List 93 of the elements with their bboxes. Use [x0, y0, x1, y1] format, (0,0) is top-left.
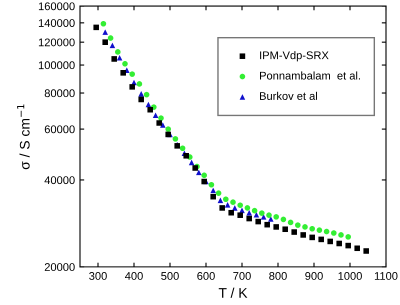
- point: [316, 227, 322, 233]
- y-tick-label: 120000: [38, 38, 75, 46]
- point: [354, 245, 360, 252]
- point: [264, 222, 270, 228]
- point: [327, 238, 333, 244]
- point: [232, 205, 238, 211]
- point: [266, 212, 272, 218]
- point: [160, 122, 166, 128]
- x-tick-label: 800: [269, 272, 287, 280]
- point: [129, 71, 135, 77]
- point: [338, 232, 344, 238]
- point: [144, 92, 150, 98]
- point: [309, 234, 315, 240]
- point: [300, 232, 306, 238]
- x-tick-label: 400: [124, 272, 143, 280]
- point: [324, 228, 330, 234]
- x-axis-title: T / K: [218, 288, 248, 298]
- point: [295, 222, 301, 228]
- point: [336, 240, 342, 246]
- point: [102, 29, 108, 35]
- point: [136, 81, 142, 87]
- point: [129, 84, 135, 90]
- point: [237, 202, 243, 208]
- x-tick-label: 700: [233, 272, 251, 280]
- point: [138, 91, 144, 97]
- point: [273, 214, 279, 220]
- legend-label: Burkov et al: [260, 92, 318, 100]
- point: [152, 112, 158, 118]
- point: [252, 208, 258, 214]
- point: [224, 202, 230, 208]
- point: [102, 39, 108, 45]
- point: [280, 216, 286, 222]
- point: [254, 212, 260, 218]
- point: [273, 224, 279, 230]
- y-tick-label: 160000: [38, 2, 75, 10]
- point: [172, 136, 178, 142]
- y-tick-label: 40000: [44, 176, 75, 184]
- point: [216, 190, 222, 196]
- point: [100, 20, 106, 27]
- point: [122, 61, 128, 67]
- point: [244, 205, 250, 211]
- point: [208, 182, 214, 188]
- point: [210, 194, 216, 200]
- point: [282, 226, 288, 232]
- point: [318, 236, 324, 242]
- y-tick-label: 60000: [44, 125, 75, 134]
- point: [180, 145, 186, 152]
- point: [309, 226, 315, 232]
- point: [201, 172, 207, 178]
- point: [246, 210, 252, 216]
- y-tick-label: 80000: [44, 89, 75, 98]
- point: [288, 220, 294, 226]
- point: [237, 212, 243, 218]
- point: [259, 210, 265, 216]
- point: [146, 102, 152, 108]
- point: [111, 56, 117, 62]
- point: [183, 153, 189, 159]
- point: [345, 234, 351, 240]
- point: [331, 230, 337, 236]
- legend-label: IPM-Vdp-SRX: [260, 51, 329, 62]
- point: [210, 188, 216, 194]
- point: [246, 216, 252, 222]
- x-tick-label: 300: [89, 272, 107, 280]
- point: [268, 216, 274, 222]
- point: [115, 49, 121, 55]
- point: [223, 196, 229, 202]
- point: [228, 210, 234, 216]
- legend-label: Ponnambalam et al.: [260, 71, 360, 80]
- point: [363, 248, 369, 254]
- x-tick-label: 900: [305, 272, 323, 280]
- point: [138, 96, 144, 102]
- point: [108, 35, 114, 41]
- point: [196, 170, 202, 176]
- point: [219, 205, 225, 211]
- point: [291, 229, 297, 235]
- y-tick-label: 140000: [38, 19, 75, 27]
- point: [255, 218, 261, 224]
- point: [116, 54, 122, 61]
- point: [302, 224, 308, 230]
- y-tick-label: 20000: [44, 263, 75, 272]
- x-tick-label: 500: [161, 272, 179, 280]
- x-tick-label: 600: [197, 272, 215, 280]
- point: [93, 24, 99, 30]
- point: [147, 106, 153, 113]
- point: [156, 120, 162, 126]
- point: [165, 126, 171, 132]
- y-tick-label: 100000: [38, 61, 75, 70]
- x-tick-label: 1100: [374, 272, 398, 280]
- x-tick-label: 1000: [338, 272, 362, 280]
- point: [230, 199, 236, 205]
- point: [120, 70, 126, 76]
- point: [345, 242, 351, 248]
- y-axis-title: σ / S cm$^{−1}$: [17, 104, 30, 170]
